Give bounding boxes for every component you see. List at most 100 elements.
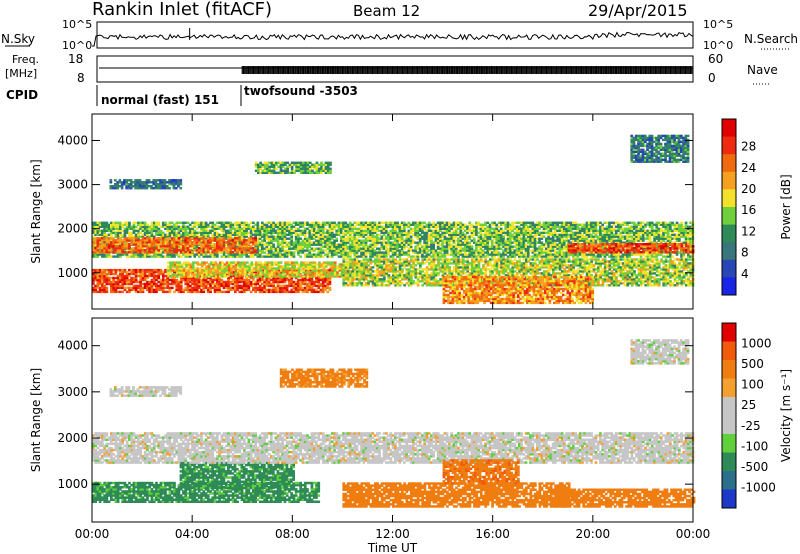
power-cell: [261, 283, 264, 285]
power-cell: [511, 222, 514, 224]
power-cell: [214, 283, 217, 285]
power-cell: [408, 230, 411, 232]
power-cell: [242, 261, 245, 263]
power-heatmap: [92, 135, 694, 304]
power-cell: [311, 222, 314, 224]
power-cell: [135, 230, 138, 232]
power-cell: [97, 222, 100, 224]
power-cell: [295, 222, 298, 224]
power-cell: [399, 224, 402, 226]
power-cell: [378, 222, 381, 224]
power-cell: [164, 234, 167, 236]
power-cell: [173, 291, 176, 293]
power-cell: [241, 222, 244, 224]
power-cell: [320, 224, 323, 226]
power-cell: [270, 283, 273, 285]
freq-panel: Freq. [MHz] 18 8 Nave 60 0: [5, 52, 778, 85]
power-cell: [226, 261, 229, 263]
power-cell: [198, 232, 201, 234]
power-cell: [281, 253, 284, 255]
power-cell: [211, 279, 214, 281]
power-cell: [412, 222, 415, 224]
power-cell: [306, 279, 309, 281]
power-cell: [272, 251, 275, 253]
power-cell: [184, 287, 187, 289]
power-cell: [329, 287, 332, 289]
power-cell: [453, 222, 456, 224]
power-cell: [534, 224, 537, 226]
power-cell: [290, 289, 293, 291]
power-cell: [491, 222, 494, 224]
power-cell: [394, 222, 397, 224]
power-cell: [151, 269, 154, 271]
power-cell: [320, 283, 323, 285]
power-cell: [241, 285, 244, 287]
power-cell: [101, 253, 104, 255]
power-cell: [255, 273, 258, 275]
power-cell: [495, 224, 498, 226]
power-cell: [349, 222, 352, 224]
power-cell: [324, 236, 327, 238]
power-cell: [520, 222, 523, 224]
power-cell: [311, 234, 314, 236]
power-cell: [183, 267, 186, 269]
power-cell: [202, 222, 205, 224]
power-cell: [374, 236, 377, 238]
power-cell: [471, 246, 474, 248]
power-cell: [353, 232, 356, 234]
power-cell: [251, 261, 254, 263]
power-cell: [331, 242, 334, 244]
power-cell: [309, 261, 312, 263]
power-cell: [335, 224, 338, 226]
power-cell: [423, 222, 426, 224]
power-cell: [290, 248, 293, 250]
power-cell: [315, 230, 318, 232]
power-cell: [362, 222, 365, 224]
power-cell: [491, 240, 494, 242]
power-cell: [139, 236, 142, 238]
power-cell: [284, 261, 287, 263]
power-cell: [155, 222, 158, 224]
power-cell: [543, 236, 546, 238]
power-cell: [525, 244, 528, 246]
power-cell: [164, 279, 167, 281]
power-cell: [417, 242, 420, 244]
power-cell: [378, 234, 381, 236]
power-cell: [500, 228, 503, 230]
power-cell: [302, 230, 305, 232]
nsearch-label: N.Search: [744, 32, 798, 46]
power-cell: [421, 222, 424, 224]
power-cell: [151, 279, 154, 281]
power-cell: [432, 230, 435, 232]
power-cell: [106, 269, 109, 271]
power-cell: [450, 244, 453, 246]
power-cell: [290, 224, 293, 226]
nsearch-tick-top: 10^5: [703, 18, 733, 31]
power-cell: [516, 222, 519, 224]
power-cell: [151, 222, 154, 224]
power-cell: [130, 277, 133, 279]
power-cell: [160, 251, 163, 253]
nave-bars: [242, 66, 691, 74]
power-cell: [378, 230, 381, 232]
power-cell: [121, 224, 124, 226]
power-cell: [529, 230, 532, 232]
power-cell: [500, 222, 503, 224]
power-cell: [403, 251, 406, 253]
power-cell: [392, 242, 395, 244]
power-cell: [211, 234, 214, 236]
power-cell: [270, 222, 273, 224]
power-cell: [311, 242, 314, 244]
power-cell: [119, 222, 122, 224]
power-cell: [126, 291, 129, 293]
power-cell: [299, 222, 302, 224]
power-cell: [221, 265, 224, 267]
power-cell: [266, 222, 269, 224]
power-cell: [232, 232, 235, 234]
power-cell: [246, 265, 249, 267]
nave-tick-bottom: 0: [708, 71, 716, 85]
power-cell: [323, 275, 326, 277]
power-cell: [212, 261, 215, 263]
power-cell: [101, 269, 104, 271]
power-cell: [387, 248, 390, 250]
